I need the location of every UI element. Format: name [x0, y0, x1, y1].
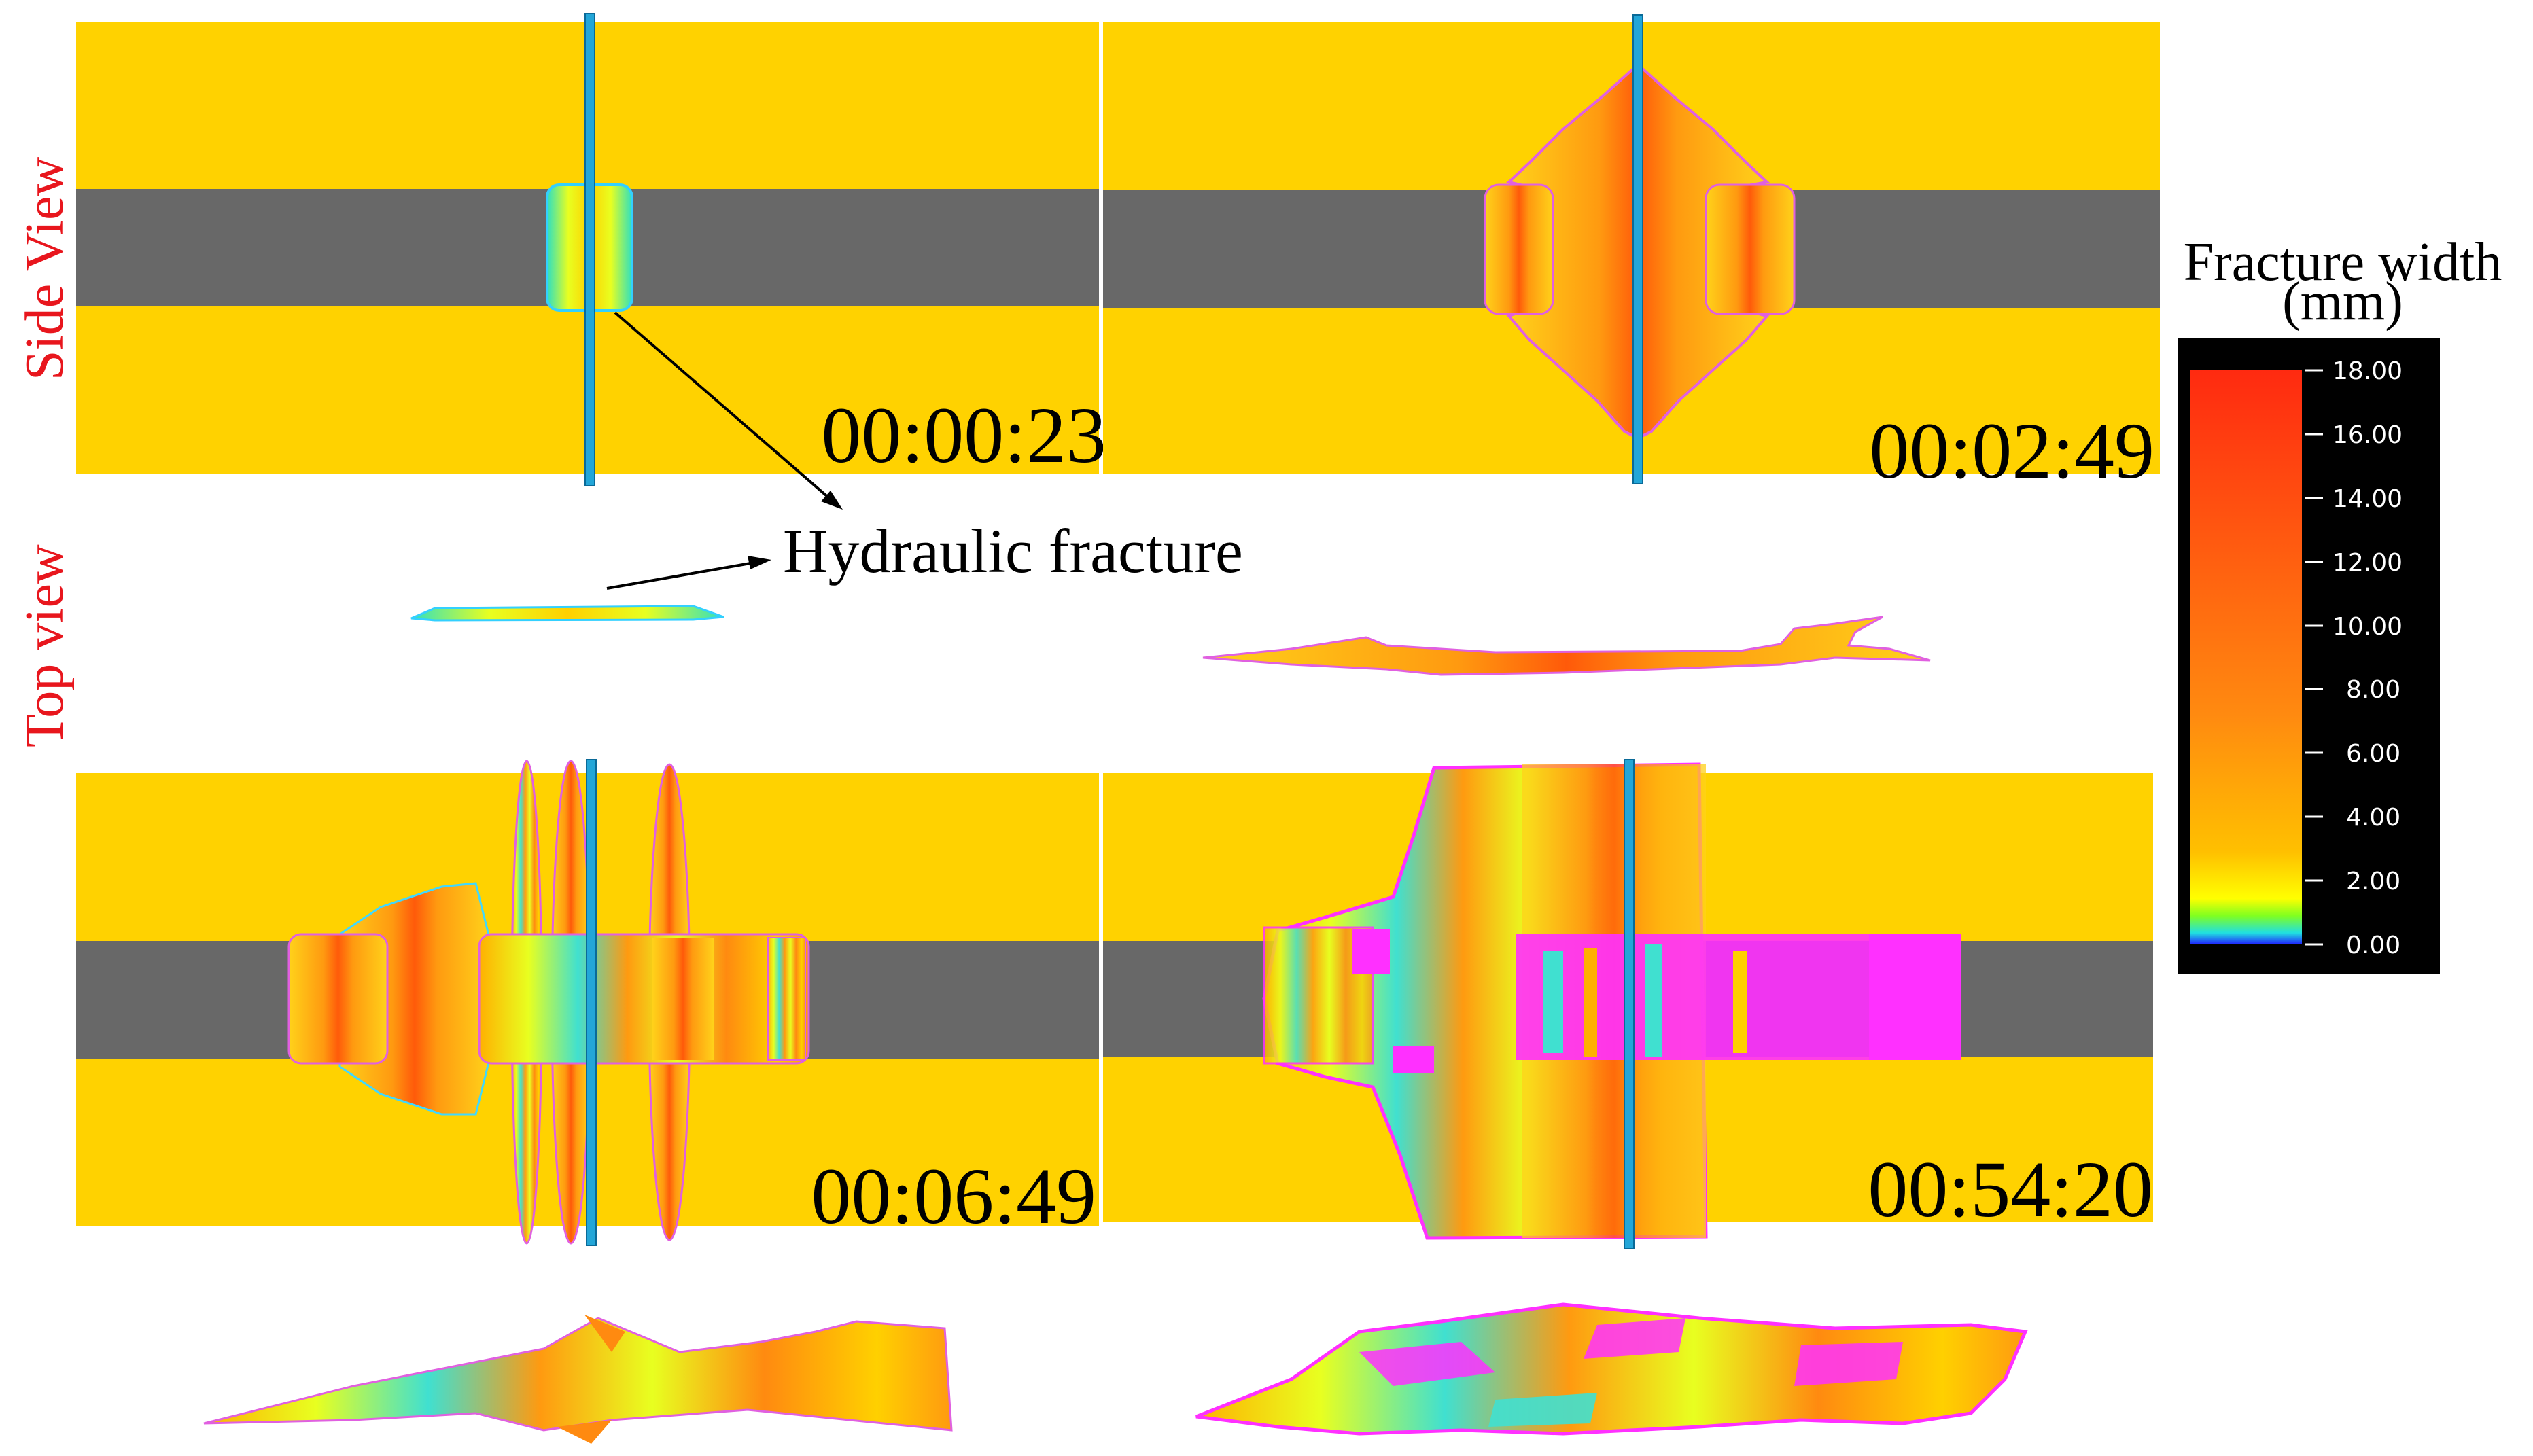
side-view-panel-4: 00:54:20 [1103, 759, 2153, 1249]
fracture-top-view [584, 1315, 625, 1352]
fracture-top-view [1202, 616, 1931, 676]
colorbar-tick-label: 8.00 [2346, 676, 2400, 704]
panel-2-time: 00:02:49 [1869, 406, 2154, 495]
fracture-top-view [1488, 1393, 1597, 1427]
wellbore [584, 13, 595, 486]
fracture-shape [287, 933, 389, 1065]
colorbar-tick-label: 2.00 [2346, 868, 2400, 895]
colorbar: Fracture width (mm) 18.00 16.00 14.00 12… [2178, 232, 2502, 974]
colorbar-tick-label: 4.00 [2346, 804, 2400, 832]
top-view-2 [1202, 616, 1931, 676]
fracture-shape [1705, 183, 1796, 315]
annotation-arrow [614, 311, 836, 504]
top-view-label: Top view [15, 544, 75, 747]
colorbar-tick-label: 16.00 [2333, 421, 2403, 449]
colorbar-tick-marks [2305, 369, 2323, 946]
panel-1-time: 00:00:23 [821, 391, 1106, 480]
colorbar-title: Fracture width [2184, 232, 2502, 292]
arrowhead-icon [748, 556, 771, 569]
colorbar-tick-label: 10.00 [2333, 613, 2403, 641]
fracture-shape [1516, 934, 1869, 1060]
wellbore [1624, 759, 1635, 1249]
hydraulic-fracture-annotation: Hydraulic fracture [606, 311, 1243, 590]
fracture-top-view [1584, 1318, 1685, 1359]
colorbar-tick-label: 14.00 [2333, 485, 2403, 513]
colorbar-tick-label: 18.00 [2333, 357, 2403, 385]
top-view-4 [1195, 1302, 2028, 1436]
arrowhead-icon [821, 491, 843, 510]
fracture-shape [1352, 929, 1390, 974]
fracture-shape [1869, 934, 1961, 1060]
fracture-shape [1584, 948, 1597, 1057]
colorbar-tick-label: 6.00 [2346, 740, 2400, 768]
side-view-label: Side View [15, 157, 75, 380]
fracture-top-view [1794, 1342, 1903, 1386]
fracture-shape [652, 938, 714, 1060]
fracture-shape [478, 933, 810, 1065]
fracture-shape [1543, 951, 1563, 1053]
fracture-top-view [1359, 1342, 1495, 1386]
colorbar-tick-label: 0.00 [2346, 931, 2400, 959]
fracture-shape [1645, 944, 1662, 1057]
fracture-shape [1733, 951, 1747, 1053]
fracture-shape [1393, 1046, 1434, 1073]
wellbore [586, 759, 597, 1246]
fracture-top-view [1195, 1302, 2028, 1436]
colorbar-gradient [2190, 370, 2302, 944]
fracture-top-view [410, 605, 724, 622]
fracture-top-view [557, 1420, 612, 1444]
side-view-panel-1: 00:00:23 [76, 13, 1106, 486]
colorbar-unit: (mm) [2282, 272, 2403, 332]
side-view-panel-2: 00:02:49 [1103, 14, 2160, 495]
top-view-1 [410, 605, 724, 622]
side-view-panel-3: 00:06:49 [76, 759, 1099, 1246]
annotation-arrow [606, 561, 755, 590]
hydraulic-fracture-label: Hydraulic fracture [783, 516, 1243, 586]
fracture-shape [767, 937, 806, 1061]
panel-3-time: 00:06:49 [811, 1152, 1096, 1241]
top-view-3 [203, 1315, 953, 1444]
wellbore [1632, 14, 1643, 484]
panel-4-time: 00:54:20 [1868, 1145, 2153, 1234]
fracture-top-view [203, 1317, 953, 1432]
colorbar-tick-label: 12.00 [2333, 549, 2403, 577]
fracture-shape [1484, 183, 1554, 315]
